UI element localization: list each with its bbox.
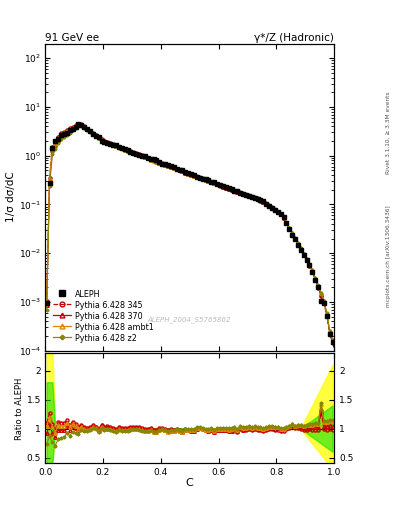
X-axis label: C: C (186, 478, 193, 488)
Text: mcplots.cern.ch [arXiv:1306.3436]: mcplots.cern.ch [arXiv:1306.3436] (386, 205, 391, 307)
Text: γ*/Z (Hadronic): γ*/Z (Hadronic) (254, 33, 334, 42)
Y-axis label: Ratio to ALEPH: Ratio to ALEPH (15, 377, 24, 439)
Legend: ALEPH, Pythia 6.428 345, Pythia 6.428 370, Pythia 6.428 ambt1, Pythia 6.428 z2: ALEPH, Pythia 6.428 345, Pythia 6.428 37… (49, 286, 158, 347)
Y-axis label: 1/σ dσ/dC: 1/σ dσ/dC (6, 172, 16, 223)
Text: ALEPH_2004_S5765862: ALEPH_2004_S5765862 (148, 316, 231, 324)
Text: 91 GeV ee: 91 GeV ee (45, 33, 99, 42)
Text: Rivet 3.1.10, ≥ 3.3M events: Rivet 3.1.10, ≥ 3.3M events (386, 92, 391, 175)
